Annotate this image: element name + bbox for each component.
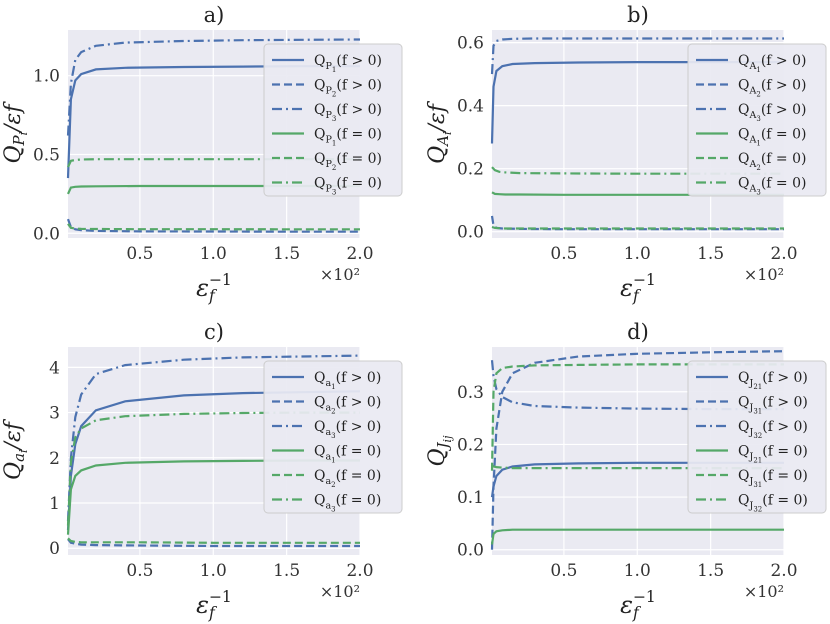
x-tick-label: 1.0 <box>200 561 227 581</box>
y-tick-label: 2 <box>49 449 60 469</box>
legend-label: Qa3(f = 0) <box>314 493 381 514</box>
x-multiplier: ×10² <box>320 582 360 601</box>
x-multiplier: ×10² <box>320 265 360 284</box>
legend-label: QP3(f > 0) <box>314 102 382 123</box>
legend-label: QA2(f > 0) <box>738 78 806 99</box>
legend-label: QJ21(f = 0) <box>738 444 808 465</box>
legend: Qa1(f > 0) Qa2(f > 0) Qa3(f > 0) Qa1(f = 0)… <box>263 360 403 514</box>
series-line-5 <box>67 537 360 544</box>
legend-label: Qa1(f > 0) <box>314 370 381 391</box>
x-tick-label: 1.5 <box>697 561 724 581</box>
legend-label: QJ21(f > 0) <box>738 370 808 391</box>
panel-d: 0.5 1.0 1.5 2.0 0.0 0.1 0.2 0.3 d) ×10² εf−1 QJij QJ… <box>425 320 827 622</box>
y-tick-label: 0.0 <box>457 223 484 243</box>
legend-label: QP3(f = 0) <box>314 176 382 197</box>
legend: QP1(f > 0) QP2(f > 0) QP3(f > 0) QP1(f = 0)… <box>263 43 403 197</box>
panel-c: 0.5 1.0 1.5 2.0 0 1 2 3 4 c) ×10² εf−1 Qai/εf Qa1(f >… <box>1 320 403 622</box>
y-tick-label: 3 <box>49 404 60 424</box>
y-tick-label: 4 <box>49 358 60 378</box>
legend-label: Qa2(f = 0) <box>314 468 381 489</box>
y-tick-label: 0.0 <box>457 541 484 561</box>
legend-label: QA1(f = 0) <box>738 127 806 148</box>
x-axis-label: εf−1 <box>620 588 656 622</box>
series-line-2 <box>67 538 360 548</box>
x-tick-label: 0.5 <box>550 561 577 581</box>
panel-a: 0.5 1.0 1.5 2.0 0.0 0.5 1.0 a) ×10² εf−1 QPi/εf QP1… <box>1 3 403 305</box>
x-tick-label: 0.5 <box>126 561 153 581</box>
y-tick-label: 0.5 <box>33 145 60 165</box>
x-axis-label: εf−1 <box>620 271 656 305</box>
y-tick-label: 0.0 <box>33 224 60 244</box>
x-tick-label: 1.5 <box>273 244 300 264</box>
x-tick-label: 2.0 <box>346 561 373 581</box>
legend-label: QP2(f = 0) <box>314 151 382 172</box>
x-tick-label: 1.5 <box>273 561 300 581</box>
series-line-5 <box>491 225 784 230</box>
series-line-5 <box>490 363 784 471</box>
y-tick-label: 0.1 <box>457 488 484 508</box>
y-tick-label: 0 <box>49 539 60 559</box>
series-line-3 <box>66 38 361 136</box>
y-axis-label: QJij <box>425 435 454 467</box>
series-line-2 <box>490 350 785 550</box>
x-tick-label: 1.0 <box>624 244 651 264</box>
y-tick-label: 0.6 <box>457 34 484 54</box>
legend-label: QJ32(f = 0) <box>738 493 808 514</box>
series-line-4 <box>491 191 784 196</box>
legend-label: QA2(f = 0) <box>738 151 806 172</box>
series-line-5 <box>67 223 360 231</box>
series-line-6 <box>491 166 784 175</box>
y-tick-label: 0.2 <box>457 435 484 455</box>
panel-title: b) <box>627 3 649 27</box>
x-axis-label: εf−1 <box>196 588 232 622</box>
panel-title: a) <box>204 3 225 27</box>
legend-label: QA3(f = 0) <box>738 176 806 197</box>
y-tick-label: 0.4 <box>457 97 484 117</box>
series-line-4 <box>490 528 784 545</box>
legend-label: QJ31(f > 0) <box>738 395 808 416</box>
legend-label: Qa3(f > 0) <box>314 419 381 440</box>
legend-label: Qa2(f > 0) <box>314 395 381 416</box>
series-line-1 <box>490 60 784 144</box>
series-line-3 <box>66 354 361 522</box>
series-line-1 <box>490 461 784 498</box>
series-line-4 <box>67 184 360 195</box>
legend-label: QJ32(f > 0) <box>738 419 808 440</box>
y-tick-label: 0.2 <box>457 160 484 180</box>
y-axis-label: QAi/εf <box>425 100 454 164</box>
x-tick-label: 0.5 <box>550 244 577 264</box>
x-tick-label: 2.0 <box>346 244 373 264</box>
legend-label: QJ31(f = 0) <box>738 468 808 489</box>
legend: QA1(f > 0) QA2(f > 0) QA3(f > 0) QA1(f = 0)… <box>687 43 827 197</box>
series-line-3 <box>490 37 784 75</box>
legend-label: QP2(f > 0) <box>314 78 382 99</box>
x-tick-label: 1.0 <box>200 244 227 264</box>
series-line-6 <box>491 464 784 470</box>
x-tick-label: 2.0 <box>770 561 797 581</box>
series-line-6 <box>67 158 360 168</box>
x-multiplier: ×10² <box>744 582 784 601</box>
legend-label: QP1(f > 0) <box>314 53 382 74</box>
x-tick-label: 1.0 <box>624 561 651 581</box>
y-tick-label: 0.3 <box>457 383 484 403</box>
y-tick-label: 1 <box>49 494 60 514</box>
legend-label: QP1(f = 0) <box>314 127 382 148</box>
y-axis-label: QPi/εf <box>1 101 30 164</box>
x-tick-label: 0.5 <box>126 244 153 264</box>
y-axis-label: Qai/εf <box>1 418 30 480</box>
panel-b: 0.5 1.0 1.5 2.0 0.0 0.2 0.4 0.6 b) ×10² εf−1 QAi/εf… <box>425 3 827 305</box>
x-axis-label: εf−1 <box>196 271 232 305</box>
legend-label: Qa1(f = 0) <box>314 444 381 465</box>
panel-title: c) <box>204 320 224 344</box>
x-tick-label: 1.5 <box>697 244 724 264</box>
panel-title: d) <box>627 320 649 344</box>
legend-label: QA1(f > 0) <box>738 53 806 74</box>
x-tick-label: 2.0 <box>770 244 797 264</box>
y-tick-label: 1.0 <box>33 67 60 87</box>
x-multiplier: ×10² <box>744 265 784 284</box>
legend: QJ21(f > 0) QJ31(f > 0) QJ32(f > 0) QJ21(f … <box>687 360 827 514</box>
legend-label: QA3(f > 0) <box>738 102 806 123</box>
